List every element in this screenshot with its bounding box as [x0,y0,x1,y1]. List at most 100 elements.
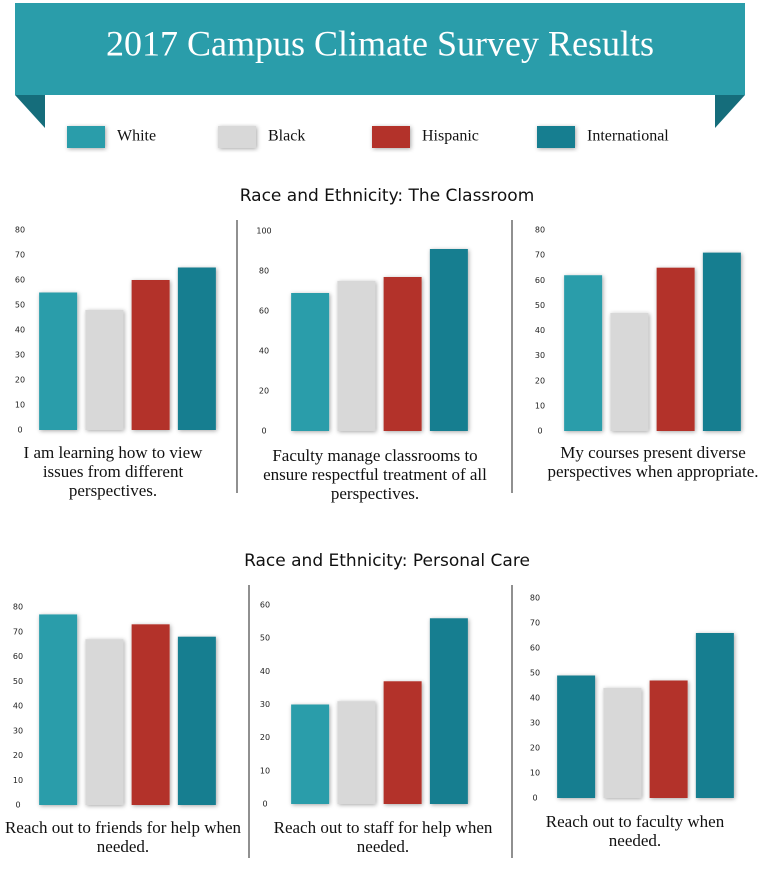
bar [39,614,78,805]
bar [610,312,649,431]
bar [291,704,330,804]
chart-caption: Reach out to staff for help when needed. [273,818,493,856]
y-tick-label: 20 [535,376,545,385]
legend-label: White [117,128,156,145]
y-tick-label: 80 [259,267,269,276]
title-banner [15,3,745,95]
y-tick-label: 60 [535,276,545,285]
bar [429,618,468,804]
y-tick-label: 0 [532,794,537,803]
bar [131,280,170,430]
legend-swatch [537,126,575,148]
bar [702,252,741,431]
y-tick-label: 10 [535,401,545,410]
bar [131,624,170,805]
y-tick-label: 70 [535,251,545,260]
y-tick-label: 20 [13,751,23,760]
bar [383,277,422,431]
bar [85,639,124,805]
bar [429,249,468,431]
caption-box: Faculty manage classrooms to ensure resp… [263,446,487,503]
y-tick-label: 0 [261,427,266,436]
y-tick-label: 40 [15,326,25,335]
chart-caption: Reach out to friends for help when neede… [4,818,242,856]
y-tick-label: 60 [13,652,23,661]
y-tick-label: 20 [260,733,270,742]
bar [695,633,734,798]
y-tick-label: 10 [15,401,25,410]
y-tick-label: 30 [260,700,270,709]
bar [39,292,78,430]
y-tick-label: 20 [530,744,540,753]
legend-label: International [587,128,669,145]
y-tick-label: 40 [530,694,540,703]
legend-label: Black [268,128,305,145]
y-tick-label: 80 [15,226,25,235]
bar [564,275,603,431]
ribbon-fold [715,95,745,128]
chart-caption: I am learning how to view issues from di… [23,443,203,500]
bar [177,267,216,430]
bar [656,267,695,431]
y-tick-label: 50 [535,301,545,310]
y-tick-label: 30 [535,351,545,360]
y-tick-label: 10 [260,766,270,775]
legend-label: Hispanic [422,128,479,145]
bar [383,681,422,804]
y-tick-label: 60 [530,644,540,653]
caption-box: Reach out to staff for help when needed. [273,818,493,856]
section-heading: Race and Ethnicity: Personal Care [244,551,530,571]
y-tick-label: 0 [537,427,542,436]
y-tick-label: 50 [13,677,23,686]
y-tick-label: 80 [530,594,540,603]
bar [649,680,688,798]
y-tick-label: 80 [535,226,545,235]
caption-box: I am learning how to view issues from di… [23,443,203,500]
y-tick-label: 0 [17,426,22,435]
caption-box: Reach out to friends for help when neede… [4,818,242,856]
chart-caption: Faculty manage classrooms to ensure resp… [263,446,487,503]
title: 2017 Campus Climate Survey Results [106,23,654,63]
y-tick-label: 10 [530,769,540,778]
y-tick-label: 20 [15,376,25,385]
caption-box: Reach out to faculty when needed. [545,812,725,850]
caption-box: My courses present diverse perspectives … [547,443,759,481]
bar [557,675,596,798]
legend-swatch [67,126,105,148]
chart-caption: My courses present diverse perspectives … [547,443,759,481]
bar [85,310,124,430]
chart-caption: Reach out to faculty when needed. [545,812,725,850]
section-heading: Race and Ethnicity: The Classroom [240,186,535,206]
y-tick-label: 40 [259,347,269,356]
y-tick-label: 40 [13,702,23,711]
y-tick-label: 60 [15,276,25,285]
y-tick-label: 20 [259,387,269,396]
ribbon-fold [15,95,45,128]
y-tick-label: 50 [260,634,270,643]
y-tick-label: 50 [15,301,25,310]
y-tick-label: 30 [530,719,540,728]
y-tick-label: 70 [15,251,25,260]
y-tick-label: 100 [256,227,271,236]
y-tick-label: 50 [530,669,540,678]
bar [291,293,330,431]
bar [177,636,216,805]
y-tick-label: 0 [262,800,267,809]
y-tick-label: 40 [260,667,270,676]
y-tick-label: 60 [260,601,270,610]
y-tick-label: 70 [530,619,540,628]
bar [337,701,376,804]
y-tick-label: 40 [535,326,545,335]
bar [337,281,376,431]
y-tick-label: 30 [15,351,25,360]
y-tick-label: 10 [13,776,23,785]
y-tick-label: 0 [15,801,20,810]
bar [603,688,642,798]
legend-swatch [372,126,410,148]
y-tick-label: 30 [13,726,23,735]
y-tick-label: 70 [13,627,23,636]
legend-swatch [218,126,256,148]
y-tick-label: 60 [259,307,269,316]
y-tick-label: 80 [13,603,23,612]
